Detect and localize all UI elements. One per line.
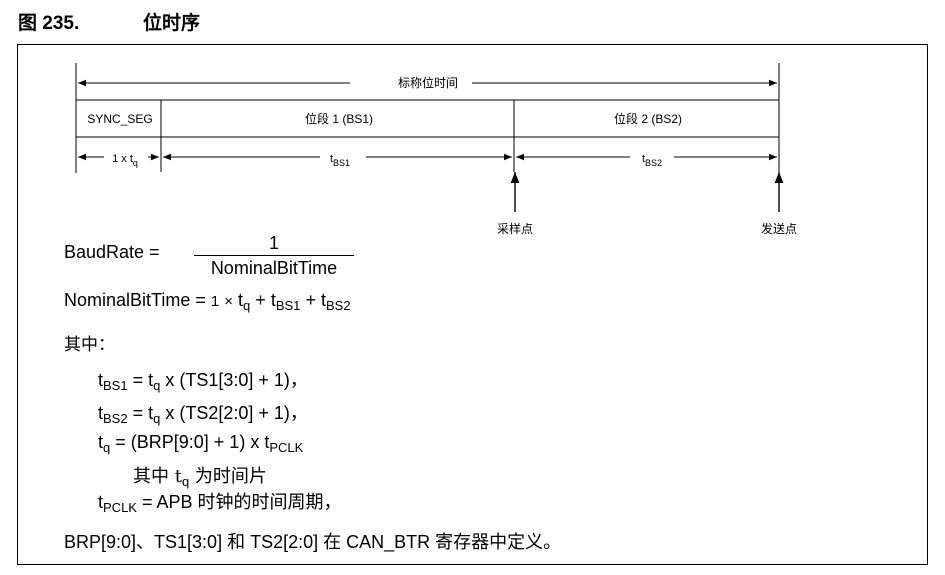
tbs2-label: tBS2: [642, 153, 662, 168]
figure-number: 图 235.: [18, 13, 80, 34]
tbs1-equation: tBS1 = tq x (TS1[3:0] + 1)，: [98, 370, 308, 393]
sample-point-label: 采样点: [497, 221, 533, 236]
register-note: BRP[9:0]、TS1[3:0] 和 TS2[2:0] 在 CAN_BTR 寄…: [64, 532, 562, 552]
fraction-bar: [194, 255, 354, 256]
tpclk-equation: tPCLK = APB 时钟的时间周期，: [98, 492, 342, 515]
tq-description: 其中 tq 为时间片: [133, 466, 267, 489]
figure-caption: 位时序: [143, 12, 201, 34]
figure-frame: [17, 44, 928, 565]
baudrate-lhs: BaudRate =: [64, 242, 160, 262]
baudrate-numerator: 1: [268, 233, 279, 253]
nominal-label: 标称位时间: [398, 75, 458, 90]
baudrate-denominator: NominalBitTime: [210, 258, 338, 278]
bs2-label: 位段 2 (BS2): [614, 111, 682, 126]
tbs1-label: tBS1: [330, 153, 350, 168]
nominal-bit-time-equation: NominalBitTime = 1 × tq + tBS1 + tBS2: [64, 290, 351, 313]
tq-label: 1 x tq: [112, 153, 138, 168]
bs1-label: 位段 1 (BS1): [305, 111, 373, 126]
baudrate-fraction: 1 NominalBitTime: [194, 232, 354, 279]
tbs2-equation: tBS2 = tq x (TS2[2:0] + 1)，: [98, 403, 308, 426]
where-label: 其中：: [64, 335, 115, 355]
tq-equation: tq = (BRP[9:0] + 1) x tPCLK: [98, 432, 304, 455]
figure-title: 图 235. 位时序: [18, 8, 200, 35]
transmit-point-label: 发送点: [761, 221, 797, 236]
sync-seg-label: SYNC_SEG: [87, 112, 152, 126]
